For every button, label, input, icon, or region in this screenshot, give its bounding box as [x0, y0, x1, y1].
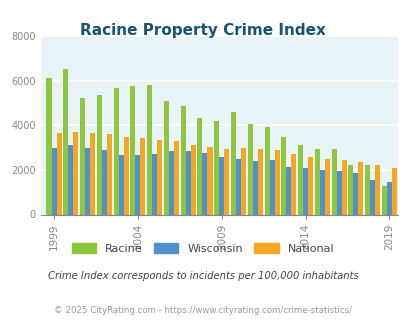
Bar: [252, 161, 257, 214]
Bar: [207, 147, 212, 214]
Text: Crime Index corresponds to incidents per 100,000 inhabitants: Crime Index corresponds to incidents per…: [47, 271, 358, 280]
Bar: [307, 157, 312, 214]
Bar: [358, 162, 362, 214]
Bar: [347, 166, 353, 214]
Bar: [107, 134, 112, 214]
Bar: [173, 141, 179, 214]
Bar: [73, 132, 78, 214]
Bar: [180, 107, 185, 214]
Bar: [168, 151, 173, 214]
Bar: [331, 149, 336, 214]
Bar: [286, 167, 291, 214]
Text: Racine Property Crime Index: Racine Property Crime Index: [80, 23, 325, 38]
Bar: [56, 133, 62, 214]
Bar: [85, 148, 90, 214]
Bar: [269, 160, 274, 214]
Bar: [230, 112, 235, 214]
Bar: [235, 159, 241, 214]
Bar: [303, 168, 307, 215]
Bar: [336, 171, 341, 214]
Bar: [51, 148, 56, 214]
Bar: [124, 137, 128, 214]
Legend: Racine, Wisconsin, National: Racine, Wisconsin, National: [67, 238, 338, 258]
Bar: [381, 185, 386, 214]
Bar: [264, 126, 269, 214]
Bar: [80, 98, 85, 214]
Bar: [257, 149, 262, 214]
Bar: [90, 133, 95, 214]
Bar: [140, 138, 145, 214]
Bar: [353, 173, 358, 214]
Bar: [219, 157, 224, 214]
Bar: [391, 168, 396, 215]
Bar: [386, 182, 391, 214]
Bar: [274, 150, 279, 214]
Bar: [214, 121, 219, 214]
Bar: [369, 180, 374, 214]
Bar: [152, 154, 157, 214]
Text: © 2025 CityRating.com - https://www.cityrating.com/crime-statistics/: © 2025 CityRating.com - https://www.city…: [54, 306, 351, 315]
Bar: [135, 155, 140, 214]
Bar: [185, 151, 190, 214]
Bar: [291, 154, 296, 214]
Bar: [118, 155, 124, 214]
Bar: [202, 153, 207, 214]
Bar: [374, 166, 379, 214]
Bar: [341, 160, 346, 214]
Bar: [46, 78, 51, 214]
Bar: [224, 149, 229, 214]
Bar: [113, 87, 118, 214]
Bar: [297, 146, 303, 214]
Bar: [102, 150, 107, 214]
Bar: [164, 101, 168, 214]
Bar: [96, 95, 102, 214]
Bar: [130, 86, 135, 214]
Bar: [314, 149, 319, 214]
Bar: [157, 140, 162, 214]
Bar: [68, 146, 73, 214]
Bar: [319, 170, 324, 215]
Bar: [241, 148, 245, 214]
Bar: [147, 85, 152, 214]
Bar: [364, 166, 369, 214]
Bar: [63, 69, 68, 214]
Bar: [197, 117, 202, 214]
Bar: [247, 124, 252, 214]
Bar: [281, 137, 286, 214]
Bar: [190, 146, 195, 214]
Bar: [324, 159, 329, 214]
